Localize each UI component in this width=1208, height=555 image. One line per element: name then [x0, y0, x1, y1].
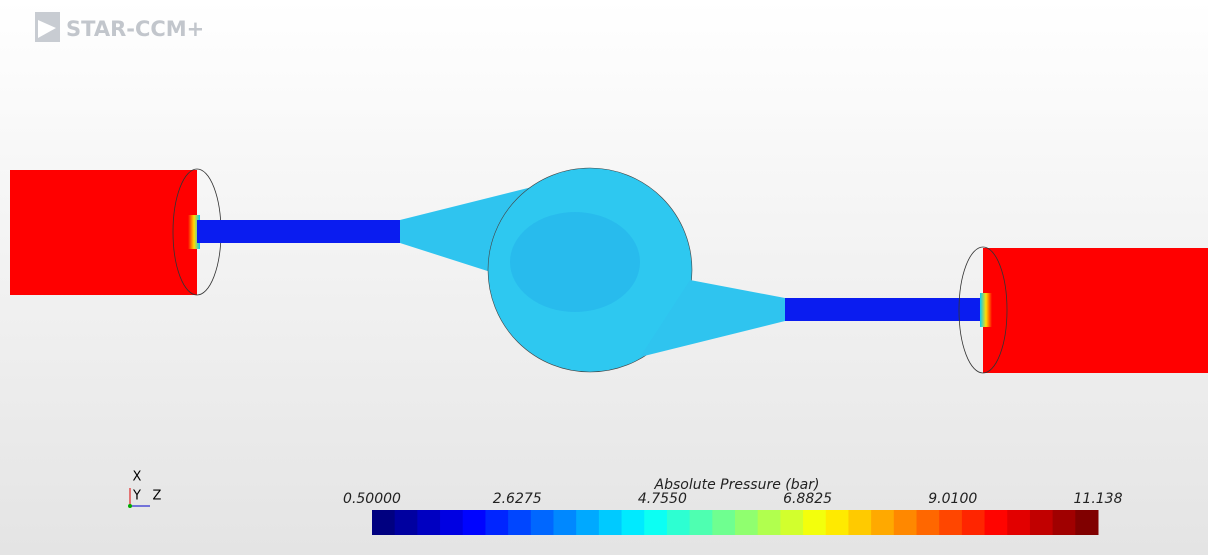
colorbar-band: [417, 510, 440, 535]
colorbar-band: [1007, 510, 1030, 535]
colorbar-band: [372, 510, 395, 535]
colorbar-band: [1053, 510, 1076, 535]
colorbar-band: [962, 510, 985, 535]
pipe-right: [785, 298, 985, 321]
viewport: STAR-CCM+ X Y Z Absolute Pressure (bar) …: [0, 0, 1208, 555]
chamber-core: [510, 212, 640, 312]
colorbar-band: [826, 510, 849, 535]
colorbar-band: [463, 510, 486, 535]
outlet-hotspot: [980, 293, 1000, 327]
outlet-volume: [983, 248, 1208, 373]
colorbar-band: [803, 510, 826, 535]
colorbar-band: [690, 510, 713, 535]
colorbar-tick-label: 2.6275: [493, 491, 542, 507]
colorbar-band: [985, 510, 1008, 535]
colorbar-band: [758, 510, 781, 535]
colorbar-tick-label: 4.7550: [638, 491, 687, 507]
colorbar-band: [1075, 510, 1098, 535]
pipe-left: [197, 220, 402, 243]
colorbar-band: [576, 510, 599, 535]
triad-y: Y: [132, 489, 141, 504]
triad-x: X: [133, 470, 142, 485]
colorbar-tick-label: 6.8825: [783, 491, 832, 507]
colorbar-band: [780, 510, 803, 535]
colorbar-band: [599, 510, 622, 535]
colorbar-band: [848, 510, 871, 535]
colorbar-tick-label: 0.50000: [343, 491, 401, 507]
colorbar-band: [622, 510, 645, 535]
colorbar-band: [894, 510, 917, 535]
colorbar-band: [440, 510, 463, 535]
triad-z: Z: [153, 489, 162, 504]
colorbar-band: [667, 510, 690, 535]
colorbar-tick-label: 11.138: [1074, 491, 1123, 507]
colorbar-band: [531, 510, 554, 535]
colorbar-band: [712, 510, 735, 535]
colorbar-band: [1030, 510, 1053, 535]
logo-text: STAR-CCM+: [66, 17, 204, 41]
colorbar-band: [917, 510, 940, 535]
colorbar-band: [485, 510, 508, 535]
colorbar-band: [871, 510, 894, 535]
colorbar-band: [395, 510, 418, 535]
colorbar-tick-label: 9.0100: [928, 491, 977, 507]
colorbar-band: [735, 510, 758, 535]
colorbar-band: [554, 510, 577, 535]
colorbar-band: [644, 510, 667, 535]
colorbar-band: [939, 510, 962, 535]
colorbar-band: [508, 510, 531, 535]
inlet-volume: [10, 170, 197, 295]
